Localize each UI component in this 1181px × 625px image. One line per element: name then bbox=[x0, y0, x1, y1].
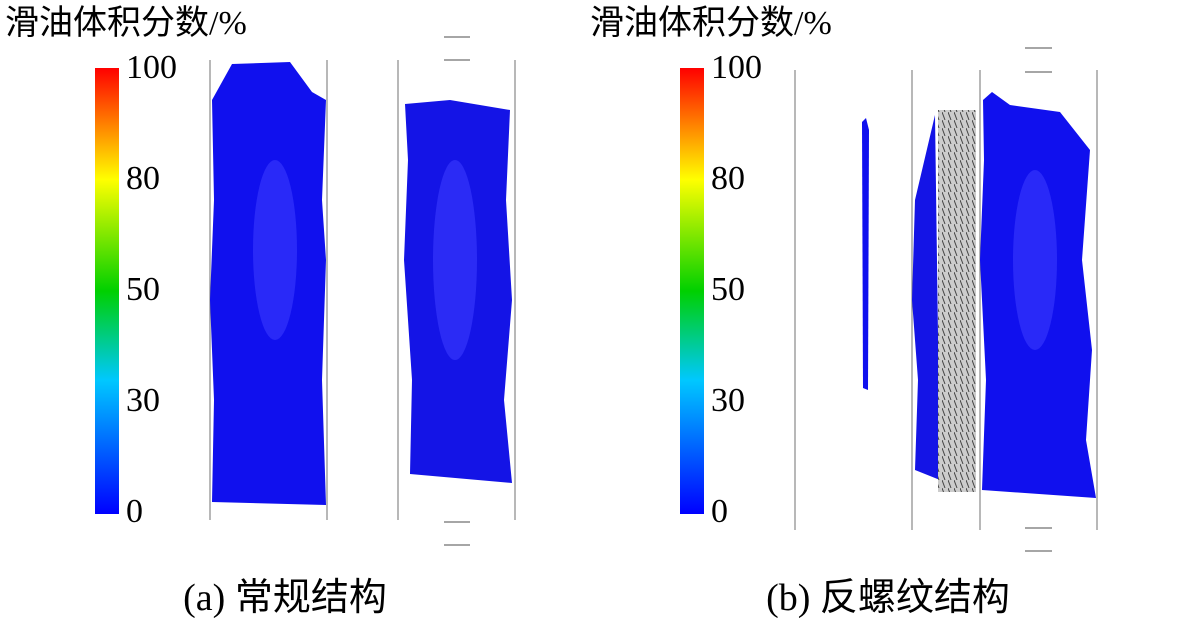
colorbar bbox=[680, 68, 704, 514]
colorbar-label: 80 bbox=[126, 160, 160, 197]
colorbar-label: 30 bbox=[126, 382, 160, 419]
colorbar-label: 0 bbox=[711, 493, 728, 530]
colorbar-label: 30 bbox=[711, 382, 745, 419]
colorbar-label: 100 bbox=[126, 49, 177, 86]
colorbar-title: 滑油体积分数/% bbox=[5, 4, 247, 42]
colorbar-title: 滑油体积分数/% bbox=[590, 4, 832, 42]
colorbar-label: 50 bbox=[126, 271, 160, 308]
caption: (a) 常规结构 bbox=[183, 577, 387, 619]
caption: (b) 反螺纹结构 bbox=[766, 577, 1010, 619]
colorbar-label: 0 bbox=[126, 493, 143, 530]
colorbar-labels: 100 80 50 30 0 bbox=[711, 49, 762, 530]
oil-surface bbox=[912, 115, 940, 480]
mesh bbox=[938, 110, 976, 492]
oil-surface bbox=[862, 118, 869, 390]
colorbar-labels: 100 80 50 30 0 bbox=[126, 49, 177, 530]
colorbar bbox=[95, 68, 119, 514]
panel-a: 滑油体积分数/% 100 80 50 30 0 (a) 常规结构 bbox=[5, 4, 516, 619]
highlight bbox=[433, 160, 477, 360]
highlight bbox=[253, 160, 297, 340]
highlight bbox=[1013, 170, 1057, 350]
colorbar-label: 50 bbox=[711, 271, 745, 308]
panel-b: 滑油体积分数/% 100 80 50 30 0 (b) 反螺纹结构 bbox=[590, 4, 1098, 619]
colorbar-label: 100 bbox=[711, 49, 762, 86]
colorbar-label: 80 bbox=[711, 160, 745, 197]
